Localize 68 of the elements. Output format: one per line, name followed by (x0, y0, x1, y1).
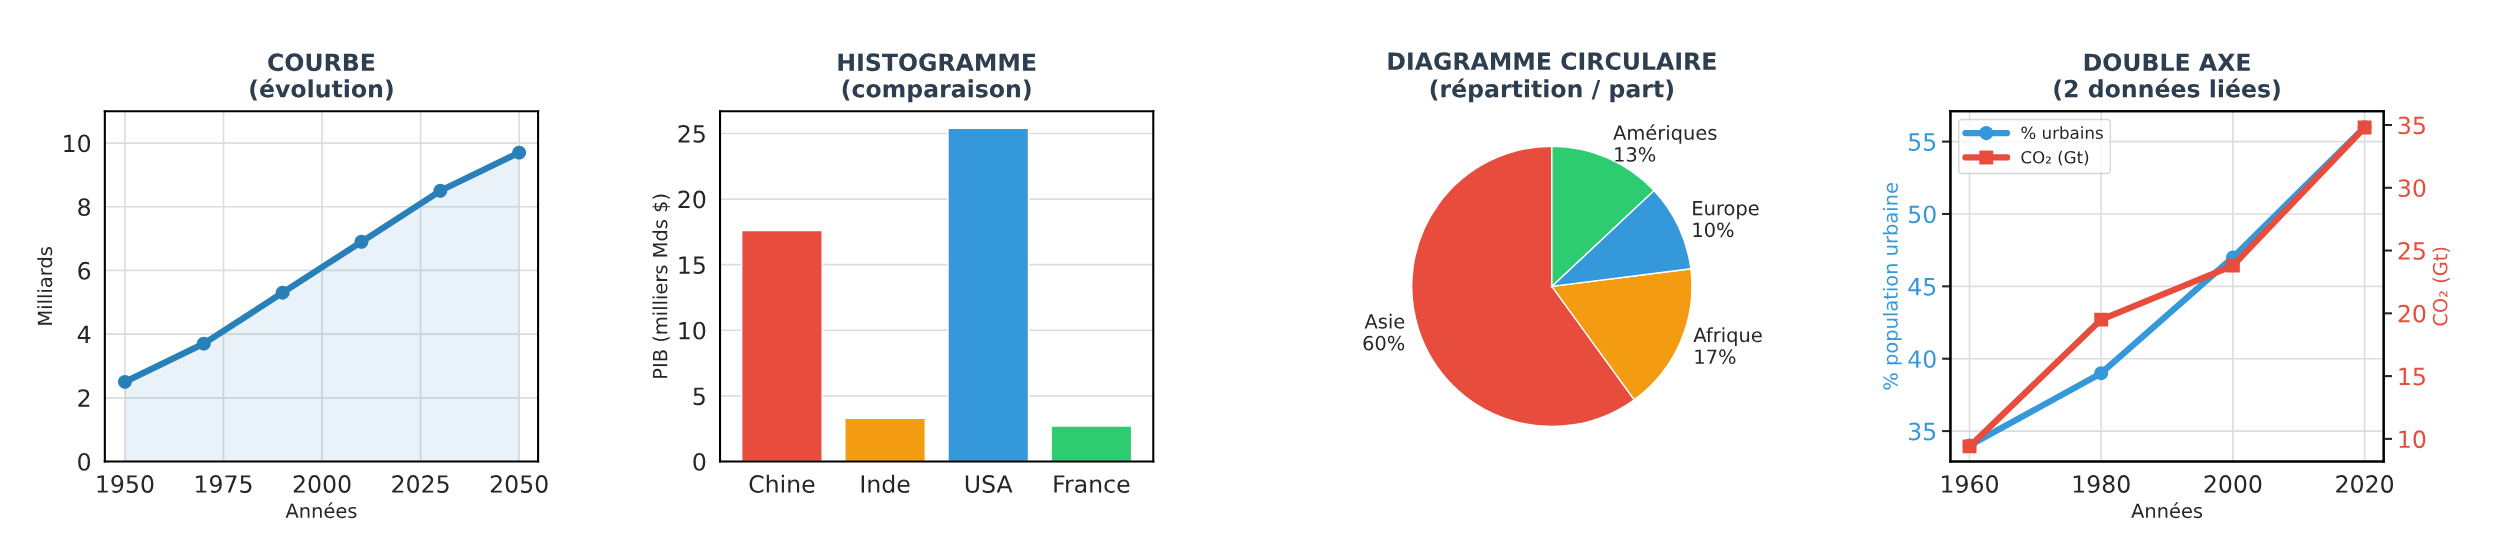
data-label: 13% (1615, 147, 1656, 162)
bar (1050, 425, 1133, 462)
x-tick-label: 1950 (97, 475, 154, 493)
x-tick-label: France (1054, 475, 1130, 493)
y-tick-label: 20 (678, 190, 706, 209)
x-tick-label: 2020 (2336, 475, 2394, 493)
slice-label: Asie (1364, 313, 1405, 329)
slice-label: Amériques (1613, 124, 1717, 144)
y2-axis-title: CO₂ (Gt) (2432, 247, 2450, 326)
y-tick-label: 4 (77, 325, 91, 344)
x-tick-label: Chine (749, 474, 815, 493)
y-tick-label: 10 (679, 321, 706, 340)
y2-tick-label: 25 (2398, 242, 2425, 260)
y-tick-label: 0 (693, 452, 706, 471)
y-tick-label: 2 (78, 389, 90, 407)
data-label: 17% (1695, 349, 1736, 365)
x-tick-label: 1975 (196, 475, 252, 493)
x-axis-title: Années (2131, 502, 2203, 519)
y-tick-label: 55 (1909, 133, 1936, 151)
chart-title: HISTOGRAMME (comparaison) (838, 53, 1036, 103)
y2-tick-label: 15 (2399, 367, 2425, 386)
y2-tick-label: 20 (2398, 304, 2426, 323)
point (433, 183, 448, 198)
data-label: 60% (1363, 335, 1405, 351)
x-tick-label: 2000 (293, 475, 351, 493)
y-axis-title: % population urbaine (1882, 183, 1902, 390)
x-tick-label: USA (965, 475, 1013, 493)
x-tick-label: 1980 (2073, 475, 2130, 493)
point (354, 234, 369, 249)
y-tick-label: 0 (78, 452, 91, 471)
point (2225, 258, 2240, 273)
y-tick-label: 45 (1908, 278, 1936, 296)
y-tick-label: 15 (679, 256, 705, 274)
legend-label: % urbains (2021, 126, 2103, 140)
point (2094, 312, 2109, 327)
y-tick-label: 5 (693, 387, 705, 406)
x-axis-title: Années (285, 502, 357, 519)
point (275, 285, 290, 300)
chart-title: COURBE (évolution) (250, 53, 393, 101)
y-axis-title: PIB (milliers Mds $) (652, 194, 671, 378)
y-tick-label: 10 (64, 134, 91, 153)
y-tick-label: 35 (1909, 422, 1936, 441)
legend-label: CO₂ (Gt) (2021, 150, 2089, 166)
chart-title: DOUBLE AXE (2 données liées) (2054, 53, 2280, 101)
y2-tick-label: 10 (2399, 430, 2426, 449)
y-axis-title: Milliards (37, 247, 53, 325)
y2-tick-label: 30 (2398, 179, 2426, 198)
y-tick-label: 8 (78, 198, 91, 217)
bar (741, 229, 823, 462)
y-tick-label: 50 (1909, 205, 1936, 224)
y-tick-label: 40 (1908, 350, 1936, 369)
slice-label: Europe (1693, 201, 1759, 220)
x-tick-label: 2000 (2204, 475, 2262, 493)
x-tick-label: Inde (861, 474, 910, 493)
y2-tick-label: 35 (2398, 116, 2425, 135)
y-tick-label: 25 (678, 124, 705, 143)
x-tick-label: 2050 (490, 475, 548, 493)
x-tick-label: 2025 (392, 475, 449, 493)
chart-title: DIAGRAMME CIRCULAIRE (répartition / part) (1388, 52, 1716, 103)
bar (844, 417, 927, 462)
x-tick-label: 1960 (1942, 475, 1999, 493)
slice-label: Afrique (1693, 327, 1762, 347)
y-tick-label: 6 (78, 261, 91, 280)
point (196, 336, 211, 351)
point (512, 145, 527, 160)
point (117, 374, 132, 389)
data-label: 10% (1693, 222, 1734, 238)
bar (947, 127, 1030, 462)
